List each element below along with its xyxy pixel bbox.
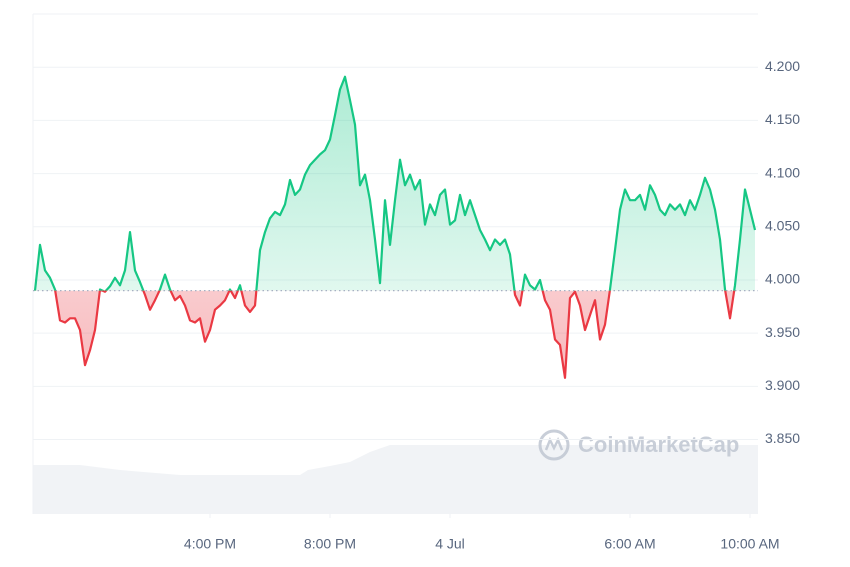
x-tick-label: 4 Jul: [435, 536, 465, 552]
x-tick-label: 6:00 AM: [604, 536, 655, 552]
watermark-logo: [544, 436, 564, 451]
price-line-down: [34, 290, 736, 379]
y-tick-label: 3.850: [765, 430, 800, 446]
x-tick-label: 8:00 PM: [304, 536, 356, 552]
y-tick-label: 4.100: [765, 164, 800, 180]
y-tick-label: 3.900: [765, 377, 800, 393]
y-tick-label: 4.050: [765, 217, 800, 233]
y-tick-label: 4.200: [765, 58, 800, 74]
volume-area: [33, 445, 758, 514]
price-line-up: [33, 75, 757, 291]
plot: [33, 75, 758, 379]
watermark-text: CoinMarketCap: [578, 432, 739, 457]
watermark-logo: [538, 429, 570, 461]
x-tick-label: 10:00 AM: [720, 536, 779, 552]
y-tick-label: 3.950: [765, 324, 800, 340]
y-tick-label: 4.000: [765, 271, 800, 287]
x-tick-label: 4:00 PM: [184, 536, 236, 552]
y-tick-label: 4.150: [765, 111, 800, 127]
axes: 3.850 3.900 3.950 4.000 4.050 4.100 4.150 4.200…: [184, 58, 800, 552]
area-up: [35, 76, 755, 291]
watermark: CoinMarketCap: [538, 429, 739, 461]
